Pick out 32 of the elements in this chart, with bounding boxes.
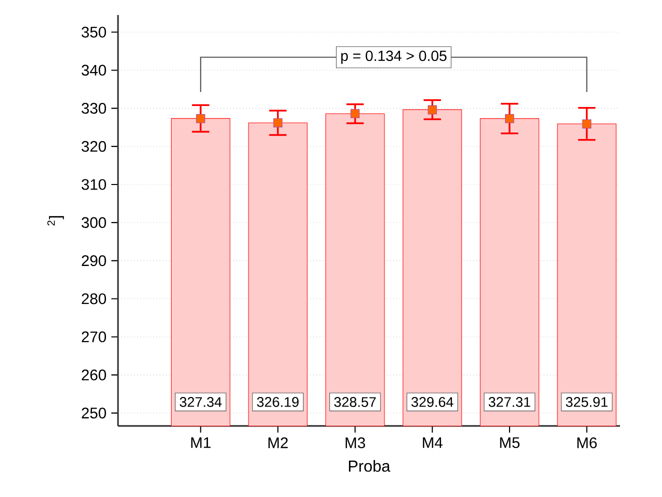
x-axis-title: Proba bbox=[348, 460, 390, 472]
y-tick-label: 290 bbox=[82, 255, 106, 266]
x-tick-label: M1 bbox=[191, 437, 211, 448]
x-tick-label: M4 bbox=[422, 437, 443, 448]
point bbox=[273, 118, 282, 128]
y-tick-label: 310 bbox=[82, 179, 106, 190]
point bbox=[350, 109, 360, 118]
point bbox=[428, 105, 437, 114]
y-tick-label: 250 bbox=[82, 408, 106, 418]
point bbox=[582, 119, 592, 128]
x-tick-label: M2 bbox=[268, 437, 288, 448]
y-tick-label: 340 bbox=[82, 64, 106, 76]
y-tick-label: 260 bbox=[82, 370, 106, 380]
point bbox=[505, 114, 514, 124]
data-label: 327.34 bbox=[180, 397, 222, 407]
y-axis-title: $^{2}$] bbox=[47, 216, 64, 226]
x-tick-label: M6 bbox=[577, 437, 597, 448]
point bbox=[196, 114, 206, 124]
y-tick-label: 300 bbox=[82, 217, 106, 228]
data-label: 327.31 bbox=[488, 397, 530, 407]
data-label: 325.91 bbox=[566, 397, 608, 407]
y-tick-label: 330 bbox=[82, 102, 106, 114]
x-tick-label: M3 bbox=[346, 437, 366, 448]
annotation: p = 0.134 > 0.05 bbox=[341, 50, 446, 64]
data-label: 326.19 bbox=[256, 397, 299, 407]
data-label: 328.57 bbox=[334, 397, 376, 407]
data-label: 329.64 bbox=[411, 397, 454, 407]
y-tick-label: 270 bbox=[82, 331, 106, 342]
x-tick-label: M5 bbox=[500, 437, 520, 448]
y-tick-label: 280 bbox=[82, 293, 106, 304]
y-tick-label: 350 bbox=[82, 26, 106, 38]
y-tick-label: 320 bbox=[82, 140, 106, 152]
